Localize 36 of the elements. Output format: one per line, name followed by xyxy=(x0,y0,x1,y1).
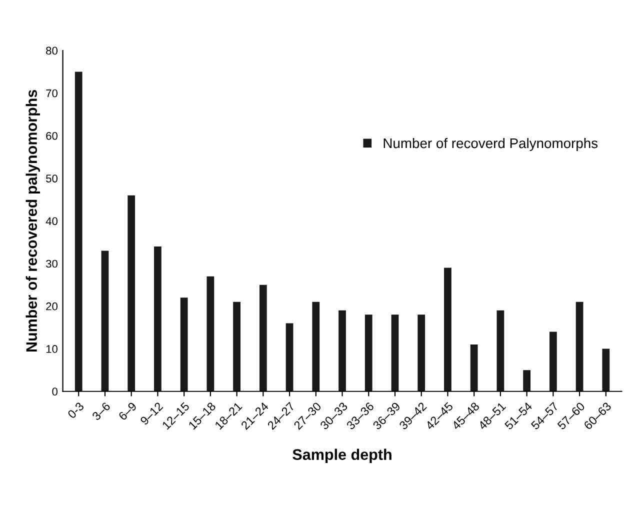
legend-label: Number of recoverd Palynomorphs xyxy=(384,138,598,151)
bar xyxy=(338,310,346,392)
bar xyxy=(233,302,240,392)
bar xyxy=(180,298,188,392)
y-tick-label: 10 xyxy=(46,345,58,353)
bar xyxy=(74,72,82,392)
x-tick-label: 6–9 xyxy=(118,402,138,421)
bar xyxy=(444,268,452,392)
y-tick-label: 60 xyxy=(46,132,58,140)
bar xyxy=(128,195,136,392)
bar xyxy=(523,370,530,392)
bar xyxy=(496,310,504,392)
bar xyxy=(549,332,557,392)
bar xyxy=(206,276,214,392)
y-tick-label: 80 xyxy=(46,46,58,55)
x-tick-label: 0-3 xyxy=(67,402,84,419)
bar xyxy=(286,323,294,392)
bar xyxy=(312,302,320,392)
y-tick-label: 70 xyxy=(46,89,58,98)
bar xyxy=(391,314,399,392)
bar xyxy=(418,314,426,392)
y-tick-label: 30 xyxy=(46,260,58,268)
bar xyxy=(602,348,610,392)
x-axis-title: Sample depth xyxy=(292,448,392,463)
bar xyxy=(101,250,109,392)
bar xyxy=(364,314,372,392)
y-tick-label: 50 xyxy=(46,174,58,182)
y-tick-label: 20 xyxy=(46,302,58,310)
y-tick-label: 0 xyxy=(52,388,58,396)
bar xyxy=(259,284,267,392)
y-axis-title: Number of recovered palynomorphs xyxy=(26,90,40,352)
y-tick-label: 40 xyxy=(46,217,58,226)
bar xyxy=(470,344,478,392)
x-tick-label: 3–6 xyxy=(92,402,111,421)
bar xyxy=(576,302,584,392)
bar xyxy=(154,246,162,392)
